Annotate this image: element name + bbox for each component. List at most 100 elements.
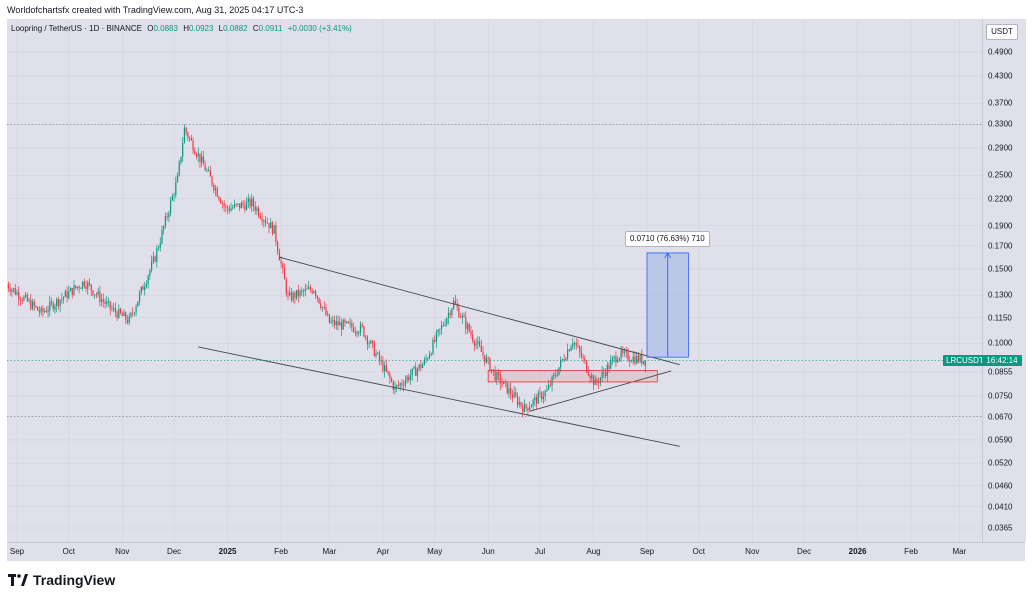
candle — [83, 278, 85, 289]
candle-body — [384, 365, 386, 372]
candle — [87, 280, 89, 295]
candle — [9, 282, 11, 296]
candle-body — [342, 320, 344, 330]
candle — [35, 305, 37, 309]
candle — [572, 337, 574, 350]
time-scale[interactable] — [7, 542, 1025, 561]
tradingview-logo[interactable]: TradingView — [8, 572, 115, 588]
candle-body — [601, 372, 603, 378]
candle — [268, 223, 270, 234]
candle — [582, 353, 584, 363]
candle — [465, 311, 467, 335]
candle — [344, 318, 346, 327]
candle — [570, 344, 572, 352]
currency-button[interactable]: USDT — [986, 24, 1018, 40]
candle — [69, 286, 72, 292]
candle-body — [382, 360, 384, 372]
price-tick-label: 0.3700 — [988, 98, 1013, 108]
candle-body — [447, 312, 450, 319]
candle-body — [510, 388, 512, 395]
candle — [385, 359, 387, 373]
candle — [601, 365, 603, 382]
candle — [323, 301, 325, 310]
candle-body — [118, 308, 120, 318]
candle — [271, 221, 274, 236]
candle — [613, 355, 615, 363]
candle-body — [530, 405, 532, 408]
candle-body — [470, 331, 472, 335]
candle-body — [328, 314, 331, 323]
candle-body — [183, 127, 186, 144]
candle — [532, 398, 534, 411]
candle — [610, 354, 612, 370]
candle — [598, 377, 600, 390]
candle — [535, 394, 538, 410]
candle — [283, 263, 286, 280]
candle — [214, 184, 217, 197]
candle — [149, 268, 151, 280]
candle-body — [111, 308, 113, 310]
legend-high-label: H — [183, 24, 189, 33]
legend-pair: Loopring / TetherUS · 1D · BINANCE — [11, 24, 143, 33]
candle-body — [221, 203, 224, 204]
time-tick-label: Oct — [62, 547, 75, 556]
candle-body — [12, 288, 15, 290]
candle-body — [432, 339, 434, 354]
time-tick-label: 2026 — [848, 547, 867, 556]
chart-plot[interactable] — [7, 19, 982, 542]
candle — [418, 363, 420, 372]
candle — [529, 401, 531, 412]
candle-body — [572, 343, 574, 347]
candle — [137, 301, 139, 308]
candle — [397, 380, 400, 389]
candle — [151, 255, 153, 273]
candle — [59, 299, 61, 313]
candle-body — [318, 297, 320, 304]
candle — [301, 287, 303, 296]
candle — [45, 306, 47, 313]
price-tick-label: 0.0365 — [988, 523, 1013, 533]
price-tick-label: 0.0750 — [988, 391, 1013, 401]
candle-body — [301, 290, 303, 292]
time-tick-label: Aug — [586, 547, 601, 556]
candle-body — [570, 346, 572, 351]
candle — [437, 328, 439, 338]
candle-body — [26, 294, 28, 301]
candle — [92, 289, 94, 297]
candle-body — [247, 198, 249, 202]
candle — [630, 359, 633, 363]
candle-body — [428, 354, 431, 359]
candle — [525, 403, 527, 412]
candle-body — [515, 392, 517, 397]
candle — [78, 284, 80, 294]
candle-body — [178, 162, 180, 176]
measure-label[interactable]: 0.0710 (76.63%) 710 — [625, 231, 710, 247]
candle — [266, 217, 268, 224]
candle — [629, 355, 631, 367]
candle — [95, 292, 98, 299]
candle — [299, 289, 301, 299]
candle-body — [49, 301, 51, 311]
countdown-badge: 16:42:14 — [982, 355, 1022, 366]
candle — [285, 277, 287, 297]
candle — [420, 360, 422, 372]
candle — [560, 356, 562, 372]
candle-body — [389, 373, 391, 379]
candle — [537, 389, 539, 404]
chart-area[interactable] — [7, 19, 982, 542]
candle — [204, 160, 206, 171]
candle-body — [473, 340, 476, 346]
candle-body — [629, 360, 631, 362]
candle-body — [47, 310, 49, 313]
tradingview-logo-text: TradingView — [33, 572, 116, 588]
candle — [251, 194, 253, 213]
candle — [480, 339, 482, 352]
candle-body — [76, 286, 79, 288]
price-scale[interactable] — [982, 19, 1026, 542]
candle-body — [88, 282, 91, 285]
candle — [192, 137, 194, 154]
candle-body — [187, 132, 189, 138]
candle — [477, 336, 479, 350]
candle — [335, 315, 337, 330]
candle — [130, 311, 132, 319]
